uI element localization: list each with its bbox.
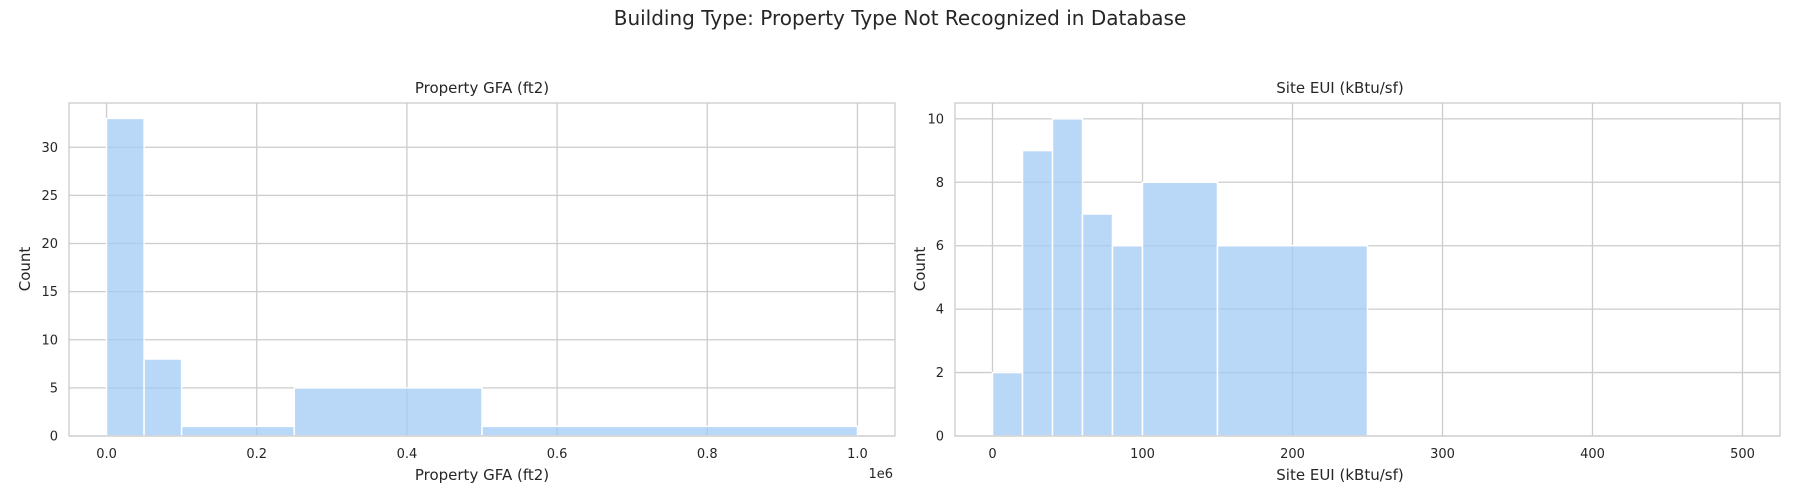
- x-tick-label: 0.4: [397, 447, 418, 462]
- x-tick-label: 1.0: [847, 447, 868, 462]
- y-tick-label: 5: [50, 381, 58, 396]
- histogram-bar: [1111, 244, 1144, 437]
- y-tick-label: 15: [41, 285, 58, 300]
- plot-frame: [68, 102, 896, 437]
- y-tick-label: 10: [927, 112, 944, 127]
- histogram-panel-property-gfa: Property GFA (ft2) Property GFA (ft2) Co…: [16, 79, 896, 484]
- y-tick-label: 25: [41, 189, 58, 204]
- panel-title: Site EUI (kBtu/sf): [1276, 79, 1403, 97]
- x-tick-label: 0.0: [96, 447, 117, 462]
- x-tick-label: 0.6: [547, 447, 568, 462]
- histogram-bar: [1051, 118, 1084, 437]
- histogram-bar: [991, 371, 1024, 437]
- histogram-bar: [1081, 213, 1114, 437]
- histogram-bar: [481, 425, 859, 437]
- y-tick-label: 8: [936, 176, 944, 191]
- y-tick-label: 20: [41, 237, 58, 252]
- y-tick-label: 0: [50, 430, 58, 445]
- histogram-bar: [293, 387, 483, 437]
- y-tick-label: 6: [936, 239, 944, 254]
- x-tick-label: 300: [1430, 447, 1455, 462]
- x-axis-label: Property GFA (ft2): [415, 466, 549, 484]
- histogram-bar: [143, 358, 183, 437]
- y-tick-label: 4: [936, 303, 944, 318]
- x-offset-label: 1e6: [868, 467, 893, 482]
- panel-title: Property GFA (ft2): [415, 79, 549, 97]
- histogram-bar: [105, 117, 145, 437]
- y-axis-label: Count: [16, 247, 34, 292]
- y-tick-label: 0: [936, 430, 944, 445]
- x-axis-label: Site EUI (kBtu/sf): [1276, 466, 1403, 484]
- x-tick-label: 0: [988, 447, 996, 462]
- y-tick-label: 2: [936, 366, 944, 381]
- x-tick-label: 100: [1130, 447, 1155, 462]
- histogram-bar: [180, 425, 296, 437]
- histogram-bar: [1141, 181, 1219, 437]
- histogram-bar: [1216, 244, 1369, 437]
- y-tick-label: 10: [41, 333, 58, 348]
- figure-suptitle: Building Type: Property Type Not Recogni…: [614, 6, 1187, 30]
- x-tick-label: 400: [1580, 447, 1605, 462]
- plot-frame: [954, 102, 1781, 437]
- x-tick-label: 0.8: [697, 447, 718, 462]
- y-tick-label: 30: [41, 141, 58, 156]
- histogram-panel-site-eui: Site EUI (kBtu/sf) Site EUI (kBtu/sf) Co…: [911, 79, 1781, 484]
- x-tick-label: 0.2: [246, 447, 267, 462]
- x-tick-label: 500: [1730, 447, 1755, 462]
- y-axis-label: Count: [911, 247, 929, 292]
- x-tick-label: 200: [1280, 447, 1305, 462]
- histogram-bar: [1021, 149, 1054, 437]
